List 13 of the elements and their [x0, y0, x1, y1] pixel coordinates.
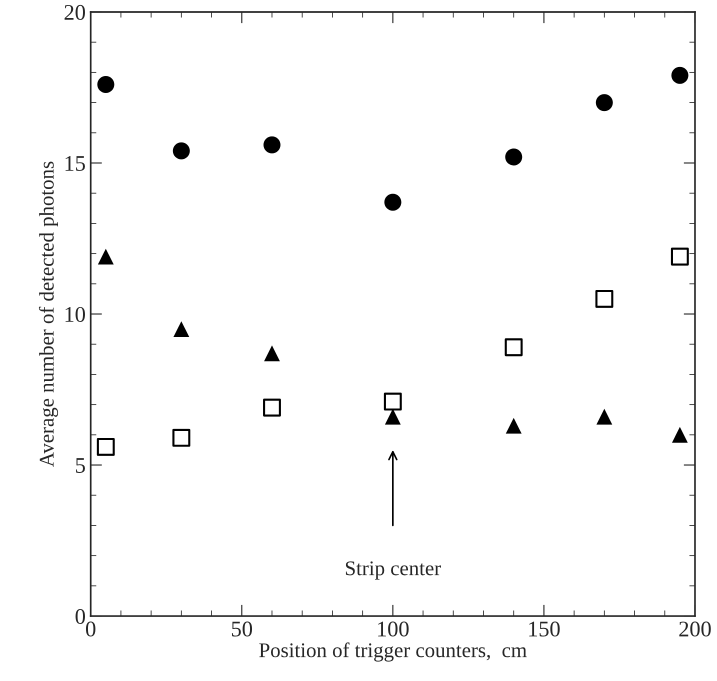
y-tick-label: 15 — [66, 156, 85, 171]
y-tick-label: 5 — [76, 458, 85, 473]
y-tick-label: 10 — [66, 306, 85, 322]
x-tick-label: 200 — [679, 622, 711, 637]
x-tick-label: 0 — [86, 622, 96, 637]
y-axis-title: Average number of detected photons — [38, 162, 58, 467]
annotation: Strip center — [346, 561, 441, 580]
x-tick-label: 50 — [232, 622, 252, 637]
x-axis-title: Position of trigger counters, cm — [259, 642, 527, 662]
y-tick-label: 0 — [76, 608, 85, 624]
x-tick-label: 100 — [378, 622, 409, 637]
y-tick-label: 20 — [64, 4, 85, 20]
x-tick-label: 150 — [529, 622, 560, 637]
